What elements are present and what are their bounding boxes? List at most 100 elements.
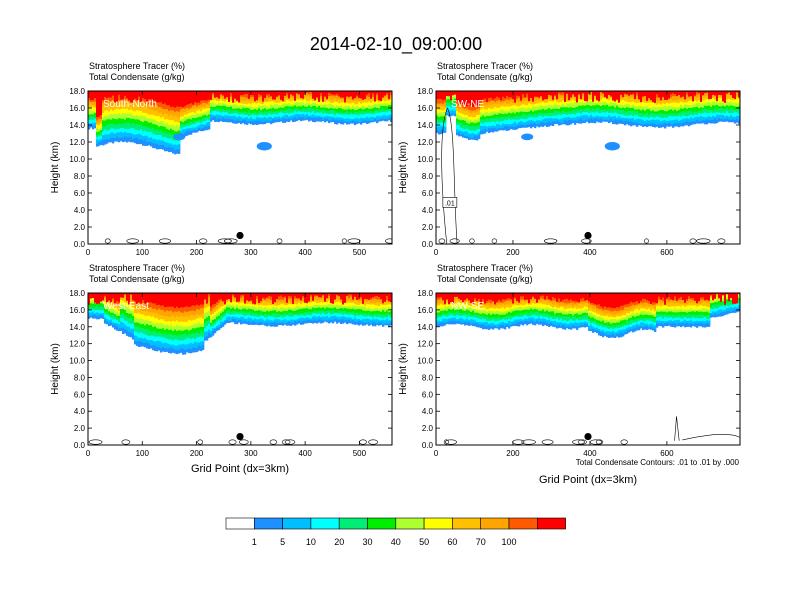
x-tick-label: 200 <box>190 248 204 257</box>
tracer-field <box>88 91 392 244</box>
location-marker <box>236 432 244 441</box>
panel-label: West-East <box>103 301 149 312</box>
y-tick-label: 4.0 <box>422 206 434 215</box>
colorbar-label: 1 <box>252 537 257 547</box>
y-axis-label: Height (km) <box>398 343 409 395</box>
panel-label: SW-NE <box>451 99 484 110</box>
header-line-1: Stratosphere Tracer (%) <box>437 263 533 273</box>
colorbar-swatch <box>423 517 453 530</box>
colorbar-label: 70 <box>476 537 486 547</box>
x-tick-label: 600 <box>660 248 674 257</box>
location-marker <box>236 231 244 240</box>
y-tick-label: 6.0 <box>74 189 86 198</box>
panel-1: 0.0 2.0 4.0 6.0 8.0 10.0 12.0 14.0 16.0 18.0 0 100 2… <box>50 61 393 257</box>
y-tick-label: 8.0 <box>74 373 86 382</box>
y-tick-label: 14.0 <box>69 121 85 130</box>
colorbar-swatch <box>338 517 368 530</box>
tracer-field <box>88 293 392 445</box>
y-tick-label: 2.0 <box>422 223 434 232</box>
colorbar-label: 10 <box>306 537 316 547</box>
plot-frame <box>435 90 741 245</box>
y-tick-label: 10.0 <box>417 155 433 164</box>
y-tick-label: 2.0 <box>74 223 86 232</box>
colorbar-swatch <box>395 517 425 530</box>
header-line-2: Total Condensate (g/kg) <box>89 274 185 284</box>
location-marker <box>584 432 592 441</box>
y-tick-label: 2.0 <box>422 424 434 433</box>
y-tick-label: 6.0 <box>74 390 86 399</box>
y-tick-label: 12.0 <box>69 340 85 349</box>
panel-4: 0.0 2.0 4.0 6.0 8.0 10.0 12.0 14.0 16.0 18.0 0 200 4… <box>398 263 741 486</box>
x-tick-label: 0 <box>434 248 439 257</box>
y-tick-label: 0.0 <box>422 441 434 450</box>
colorbar-swatch <box>225 517 255 530</box>
header-line-1: Stratosphere Tracer (%) <box>89 263 185 273</box>
y-tick-label: 4.0 <box>422 407 434 416</box>
y-axis-label: Height (km) <box>50 142 61 194</box>
colorbar-swatch <box>367 517 397 530</box>
y-tick-label: 14.0 <box>417 121 433 130</box>
x-tick-label: 100 <box>136 248 150 257</box>
y-tick-label: 12.0 <box>417 138 433 147</box>
colorbar-label: 20 <box>334 537 344 547</box>
colorbar-swatch <box>508 517 538 530</box>
x-tick-label: 400 <box>583 248 597 257</box>
y-tick-label: 12.0 <box>417 340 433 349</box>
x-tick-label: 200 <box>506 449 520 458</box>
y-tick-label: 16.0 <box>417 306 433 315</box>
colorbar-swatch <box>254 517 283 530</box>
x-tick-label: 500 <box>353 449 367 458</box>
y-tick-label: 10.0 <box>69 357 85 366</box>
plot-frame <box>87 292 393 446</box>
x-tick-label: 300 <box>244 449 258 458</box>
header-line-1: Stratosphere Tracer (%) <box>437 61 533 71</box>
x-tick-label: 300 <box>244 248 258 257</box>
y-tick-label: 14.0 <box>69 323 85 332</box>
colorbar-swatch <box>536 517 566 530</box>
x-tick-label: 100 <box>136 449 150 458</box>
header-line-1: Stratosphere Tracer (%) <box>89 61 185 71</box>
y-tick-label: 6.0 <box>422 390 434 399</box>
plot-frame <box>87 90 393 245</box>
panel-2: .01 0.0 2.0 4.0 6.0 8.0 10.0 12.0 14.0 16.0 18.0 0 2… <box>398 61 741 257</box>
x-tick-label: 0 <box>86 248 91 257</box>
y-tick-label: 16.0 <box>69 104 85 113</box>
colorbar-label: 50 <box>419 537 429 547</box>
location-marker <box>584 231 592 240</box>
y-tick-label: 18.0 <box>417 87 433 96</box>
x-tick-label: 600 <box>660 449 674 458</box>
y-tick-label: 10.0 <box>417 357 433 366</box>
y-tick-label: 18.0 <box>69 87 85 96</box>
panel-label: NW-SE <box>451 301 484 312</box>
x-tick-label: 400 <box>298 248 312 257</box>
x-tick-label: 200 <box>506 248 520 257</box>
colorbar-swatch <box>282 517 312 530</box>
condensate-contour <box>441 107 458 244</box>
y-tick-label: 6.0 <box>422 189 434 198</box>
colorbar-swatch <box>480 517 510 530</box>
contour-footnote: Total Condensate Contours: .01 to .01 by… <box>576 458 740 467</box>
colorbar-swatch <box>452 517 481 530</box>
y-tick-label: 0.0 <box>422 240 434 249</box>
colorbar-swatch <box>310 517 340 530</box>
y-tick-label: 0.0 <box>74 441 86 450</box>
x-tick-label: 200 <box>190 449 204 458</box>
y-tick-label: 18.0 <box>69 289 85 298</box>
panel-3: 0.0 2.0 4.0 6.0 8.0 10.0 12.0 14.0 16.0 18.0 0 100 2… <box>50 263 393 475</box>
x-tick-label: 400 <box>583 449 597 458</box>
x-axis-label: Grid Point (dx=3km) <box>191 463 289 475</box>
panels: 0.0 2.0 4.0 6.0 8.0 10.0 12.0 14.0 16.0 18.0 0 100 2… <box>50 61 741 486</box>
y-tick-label: 16.0 <box>69 306 85 315</box>
y-tick-label: 12.0 <box>69 138 85 147</box>
plot-frame <box>435 292 741 446</box>
x-tick-label: 500 <box>353 248 367 257</box>
colorbar: 1 5 10 20 30 40 50 60 70 100 <box>225 517 566 547</box>
tracer-field: .01 <box>436 91 740 244</box>
colorbar-label: 40 <box>391 537 401 547</box>
colorbar-label: 100 <box>501 537 516 547</box>
y-axis-label: Height (km) <box>398 142 409 194</box>
x-tick-label: 400 <box>298 449 312 458</box>
header-line-2: Total Condensate (g/kg) <box>437 72 533 82</box>
tracer-field <box>436 293 740 445</box>
y-tick-label: 0.0 <box>74 240 86 249</box>
